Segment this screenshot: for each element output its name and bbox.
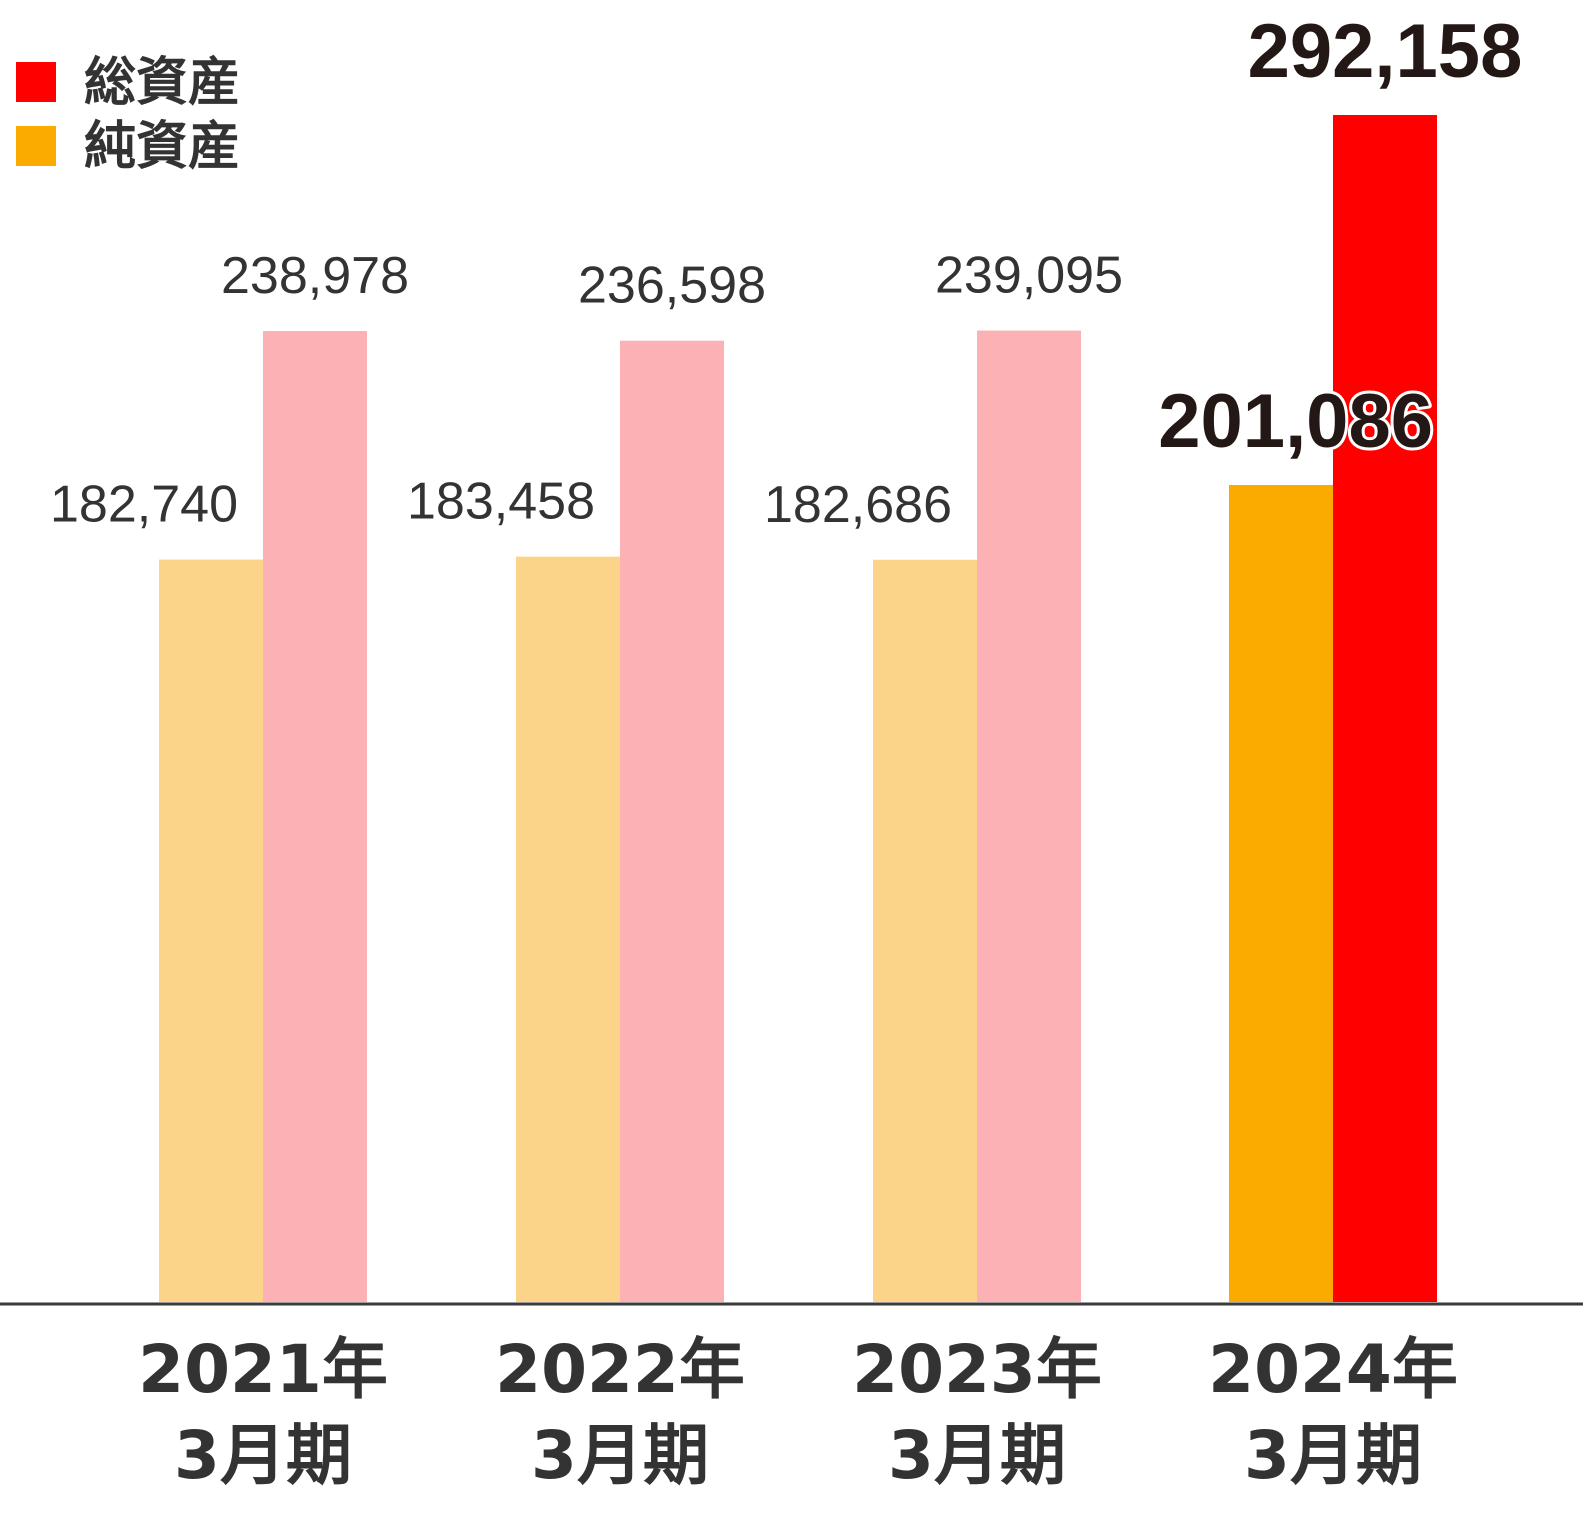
value-label-total-assets-4: 292,158 <box>1248 9 1523 94</box>
category-label-3-line-2: 3月期 <box>888 1417 1066 1494</box>
legend-label-net-assets: 純資産 <box>84 117 240 177</box>
category-label-1-line-2: 3月期 <box>174 1417 352 1494</box>
bar-total-assets-3 <box>977 330 1081 1302</box>
category-label-2-line-2: 3月期 <box>531 1417 709 1494</box>
legend-swatch-total-assets <box>16 62 56 102</box>
category-label-1-line-1: 2021年 <box>138 1331 388 1408</box>
value-labels-group: 182,740 238,978 183,458 236,598 182,686 239,0… <box>50 6 1525 534</box>
category-label-4-line-1: 2024年 <box>1208 1331 1458 1408</box>
bar-net-assets-3 <box>873 559 977 1302</box>
bar-net-assets-2 <box>516 556 620 1302</box>
category-label-4-line-2: 3月期 <box>1244 1417 1422 1494</box>
category-label-3-line-1: 2023年 <box>852 1331 1102 1408</box>
bar-net-assets-1 <box>159 559 263 1302</box>
legend-label-total-assets: 総資産 <box>84 53 240 113</box>
bar-total-assets-4 <box>1333 115 1437 1302</box>
value-label-total-assets-2: 236,598 <box>578 257 766 315</box>
category-label-2-line-1: 2022年 <box>495 1331 745 1408</box>
bar-total-assets-1 <box>263 331 367 1302</box>
value-label-net-assets-2: 183,458 <box>407 473 595 531</box>
bar-total-assets-2 <box>620 340 724 1303</box>
value-label-net-assets-4: 201,086 <box>1158 379 1433 464</box>
value-label-net-assets-3: 182,686 <box>764 476 952 534</box>
value-label-net-assets-1: 182,740 <box>50 476 238 534</box>
value-label-total-assets-3: 239,095 <box>935 247 1123 305</box>
value-label-total-assets-1: 238,978 <box>221 247 409 305</box>
legend-swatch-net-assets <box>16 126 56 166</box>
bar-net-assets-4 <box>1229 485 1333 1303</box>
category-labels-group: 2021年 3月期 2022年 3月期 2023年 3月期 2024年 3月期 <box>138 1331 1458 1494</box>
bars-group <box>159 115 1437 1303</box>
